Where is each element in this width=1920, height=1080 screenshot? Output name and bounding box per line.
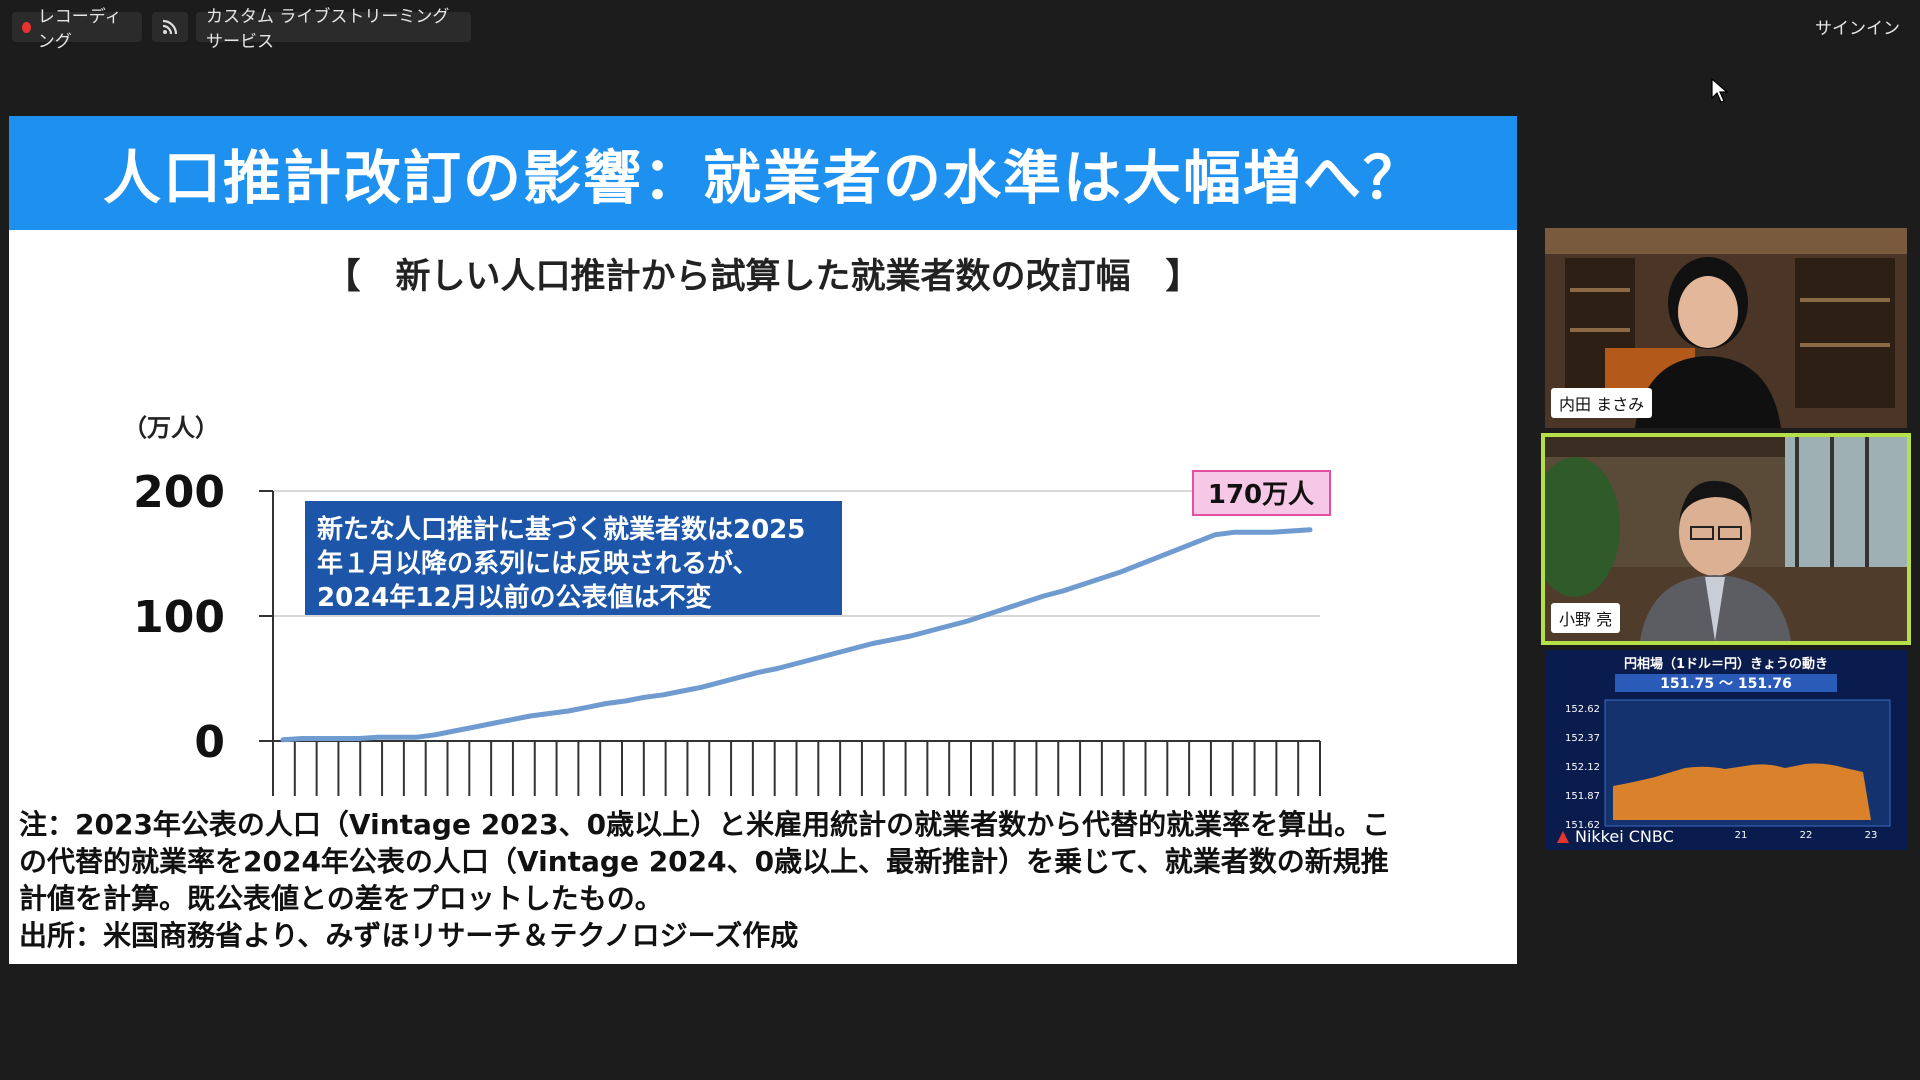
participant-name-2: 小野 亮 <box>1551 603 1621 633</box>
callout-line-3: 2024年12月以前の公表値は不変 <box>317 582 712 613</box>
market-y-tick: 152.62 <box>1565 704 1600 715</box>
end-value-label: 170万人 <box>1192 470 1331 516</box>
source-line: 出所：米国商務省より、みずほリサーチ＆テクノロジーズ作成 <box>19 919 799 952</box>
market-y-tick: 152.37 <box>1565 733 1600 744</box>
signin-button[interactable]: サインイン <box>1815 19 1900 39</box>
market-y-tick: 151.87 <box>1565 791 1600 802</box>
market-feed-tile[interactable]: 円相場（1ドル＝円）きょうの動き 151.75 〜 151.76 152.62 1… <box>1545 650 1907 850</box>
market-x-tick: 22 <box>1800 830 1813 841</box>
nikkei-logo-icon <box>1557 830 1569 843</box>
market-feed-source-text: Nikkei CNBC <box>1575 827 1674 846</box>
rss-icon <box>162 19 178 35</box>
recording-indicator[interactable]: レコーディング <box>12 7 142 52</box>
callout-line-1: 新たな人口推計に基づく就業者数は2025 <box>317 514 805 545</box>
market-y-tick: 151.62 <box>1565 820 1600 831</box>
participant-name-1: 内田 まさみ <box>1551 388 1653 418</box>
market-x-tick: 21 <box>1735 830 1748 841</box>
callout-box: 新たな人口推計に基づく就業者数は2025 年１月以降の系列には反映されるが、 2… <box>305 501 842 615</box>
chart-notes: 注：2023年公表の人口（Vintage 2023、0歳以上）と米雇用統計の就業… <box>19 806 1509 954</box>
participant-tile-2-active-speaker[interactable]: 小野 亮 <box>1541 433 1911 645</box>
recording-label: レコーディング <box>37 7 122 52</box>
participant-tile-1[interactable]: 内田 まさみ <box>1545 228 1907 428</box>
market-x-tick: 23 <box>1865 830 1878 841</box>
shared-slide: 人口推計改訂の影響：就業者の水準は大幅増へ？ 【 新しい人口推計から試算した就業… <box>9 116 1517 964</box>
y-tick-label: 0 <box>194 717 225 768</box>
market-y-tick: 152.12 <box>1565 762 1600 773</box>
chart-title: 【 新しい人口推計から試算した就業者数の改訂幅 】 <box>325 257 1201 297</box>
top-bar: レコーディング カスタム ライブストリーミング サービス サインイン <box>0 0 1920 103</box>
market-feed-title: 円相場（1ドル＝円）きょうの動き <box>1624 656 1828 672</box>
stream-button[interactable] <box>152 12 188 42</box>
y-tick-label: 100 <box>133 592 225 643</box>
market-feed-range: 151.75 〜 151.76 <box>1660 676 1792 692</box>
note-line-3: 計値を計算。既公表値との差をプロットしたもの。 <box>19 882 663 915</box>
stream-service-text: カスタム ライブストリーミング サービス <box>206 7 450 52</box>
series-line <box>280 527 1313 743</box>
record-dot-icon <box>22 21 31 33</box>
note-line-1: 注：2023年公表の人口（Vintage 2023、0歳以上）と米雇用統計の就業… <box>19 808 1391 841</box>
note-line-2: の代替的就業率を2024年公表の人口（Vintage 2024、0歳以上、最新推… <box>19 845 1389 878</box>
end-value-text: 170万人 <box>1208 480 1314 510</box>
streaming-service-label[interactable]: カスタム ライブストリーミング サービス <box>196 7 471 52</box>
mouse-cursor-icon <box>1711 78 1729 103</box>
market-feed-source: Nikkei CNBC <box>1555 827 1674 846</box>
market-area <box>1613 763 1871 820</box>
y-axis-label: （万人） <box>123 414 219 442</box>
slide-header-title: 人口推計改訂の影響：就業者の水準は大幅増へ？ <box>9 116 1517 230</box>
callout-line-2: 年１月以降の系列には反映されるが、 <box>317 548 758 579</box>
market-feed-chart: 円相場（1ドル＝円）きょうの動き 151.75 〜 151.76 152.62 1… <box>1545 650 1907 850</box>
y-tick-label: 200 <box>133 467 225 518</box>
